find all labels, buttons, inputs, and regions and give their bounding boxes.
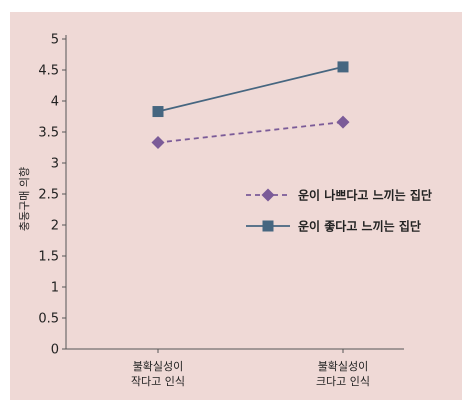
- y-tick-label: 1: [51, 281, 59, 296]
- y-tick-label: 5: [51, 33, 59, 48]
- x-tick-label: 크다고 인식: [316, 375, 370, 388]
- data-point-series-1: [336, 115, 350, 129]
- legend-label-2: 운이 좋다고 느끼는 집단: [298, 219, 421, 234]
- y-tick-label: 1.5: [38, 250, 59, 265]
- data-point-series-2: [152, 106, 164, 118]
- y-tick-label: 3.5: [38, 126, 59, 141]
- data-point-series-2: [337, 61, 349, 73]
- legend-marker-2: [262, 220, 274, 232]
- y-tick-label: 4: [51, 95, 59, 110]
- legend-label-1: 운이 나쁘다고 느끼는 집단: [298, 188, 432, 203]
- y-tick-label: 0.5: [38, 312, 59, 327]
- series-line-1: [157, 121, 344, 144]
- y-axis-label: 충동구매 의향: [18, 167, 31, 231]
- x-tick-label: 작다고 인식: [131, 375, 185, 388]
- legend-marker-1: [261, 188, 275, 202]
- y-tick-label: 2.5: [38, 188, 59, 203]
- y-tick-label: 2: [51, 219, 59, 234]
- x-tick-label: 불확실성이: [133, 360, 184, 373]
- series-line-2: [157, 66, 344, 113]
- y-tick-label: 4.5: [38, 64, 59, 79]
- data-point-series-1: [151, 136, 165, 150]
- y-tick-label: 3: [51, 157, 59, 172]
- x-tick-label: 불확실성이: [318, 360, 369, 373]
- y-tick-label: 0: [51, 343, 59, 358]
